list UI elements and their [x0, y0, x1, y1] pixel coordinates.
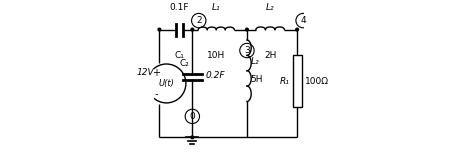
Circle shape	[296, 28, 299, 31]
Circle shape	[245, 28, 248, 31]
Circle shape	[191, 136, 194, 139]
Text: U(t): U(t)	[158, 79, 174, 88]
Circle shape	[191, 28, 194, 31]
Text: 12V: 12V	[136, 69, 154, 77]
Text: R₁: R₁	[280, 77, 289, 86]
Text: 4: 4	[300, 16, 306, 25]
Text: 0.1F: 0.1F	[169, 3, 189, 12]
Text: 2H: 2H	[264, 50, 276, 60]
Text: 2: 2	[196, 16, 202, 25]
Text: 10H: 10H	[207, 50, 225, 60]
Text: 100Ω: 100Ω	[305, 77, 328, 86]
Text: -: -	[154, 89, 158, 99]
Text: 3: 3	[244, 46, 250, 55]
Text: 0: 0	[190, 112, 195, 121]
Text: 5H: 5H	[251, 75, 263, 84]
Text: L₂: L₂	[251, 57, 259, 66]
Text: 0.2F: 0.2F	[205, 71, 224, 80]
Text: L₁: L₁	[212, 3, 221, 12]
Text: +: +	[152, 68, 160, 78]
Text: C₂: C₂	[180, 60, 189, 69]
Text: C₁: C₁	[174, 50, 184, 60]
Circle shape	[158, 28, 161, 31]
Text: L₂: L₂	[266, 3, 274, 12]
Bar	[293, 55, 302, 107]
